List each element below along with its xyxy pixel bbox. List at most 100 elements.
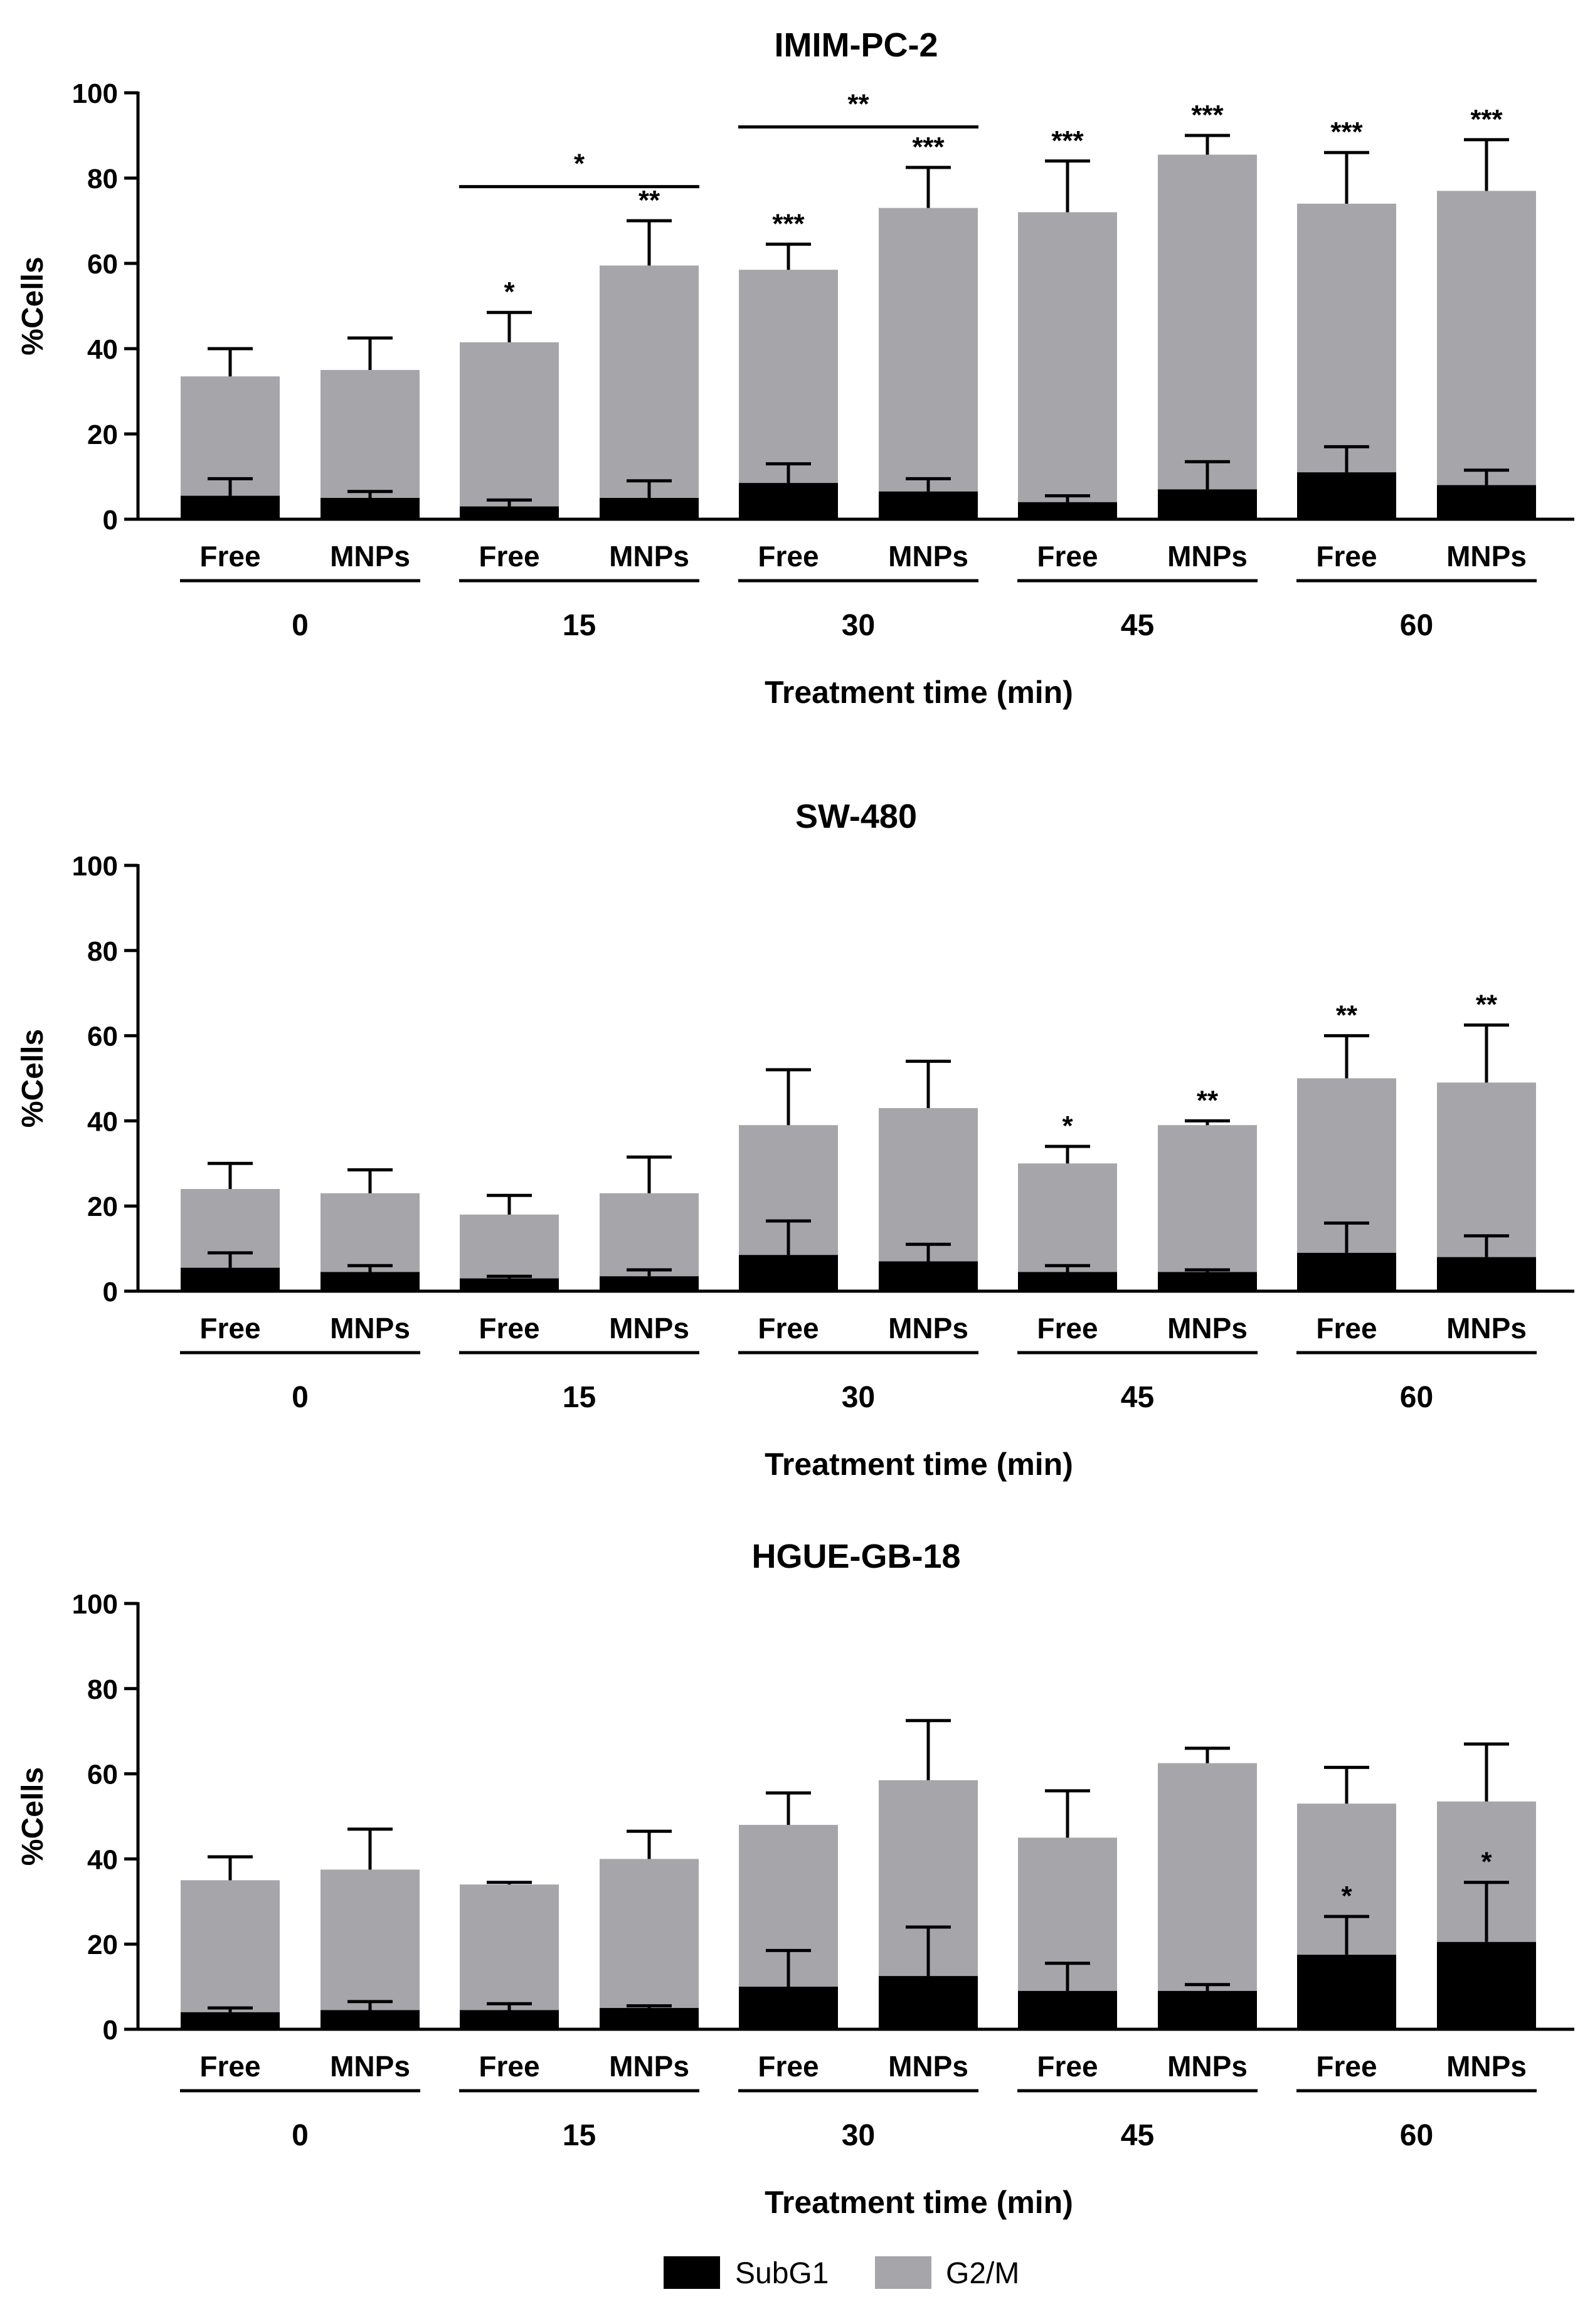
bar-subg1 [1437, 1941, 1536, 2029]
x-category-label: Free [479, 1312, 539, 1344]
bar-subg1 [460, 506, 559, 519]
x-category-label: MNPs [330, 1312, 410, 1344]
bar-subg1 [1437, 485, 1536, 519]
bar-subg1 [739, 1987, 838, 2029]
chart-panel: HGUE-GB-18 %Cells 0 20 40 60 80 100 Free MNPs Free… [16, 1538, 1574, 2220]
time-group-label: 60 [1400, 1381, 1433, 1414]
x-category-label: MNPs [888, 540, 968, 573]
bracket-significance: * [574, 149, 585, 179]
y-tick-label: 80 [87, 936, 118, 967]
bar-subg1 [1437, 1257, 1536, 1291]
x-category-label: MNPs [1167, 540, 1248, 573]
bar-g2m [1018, 212, 1117, 519]
bar-g2m [1158, 1125, 1257, 1291]
time-group-label: 0 [292, 1381, 309, 1414]
x-category-label: Free [479, 2050, 539, 2083]
chart-title: IMIM-PC-2 [775, 26, 938, 64]
significance-marker: *** [772, 208, 805, 239]
bar-subg1 [1158, 1272, 1257, 1291]
significance-marker: ** [1336, 1000, 1358, 1031]
y-tick-label: 100 [72, 851, 118, 882]
bracket-significance: ** [847, 88, 869, 119]
chart-title: HGUE-GB-18 [751, 1538, 960, 1575]
x-category-label: Free [1316, 1312, 1377, 1344]
legend-label-subg1: SubG1 [735, 2257, 829, 2290]
significance-marker: *** [1330, 117, 1363, 147]
time-group-label: 45 [1121, 1381, 1154, 1414]
significance-marker: * [504, 277, 515, 307]
x-category-label: Free [479, 540, 539, 573]
time-group-label: 0 [292, 609, 309, 642]
x-category-label: Free [199, 2050, 260, 2083]
time-group-label: 45 [1121, 2119, 1154, 2152]
time-group-label: 45 [1121, 609, 1154, 642]
x-category-label: Free [758, 2050, 819, 2083]
bar-subg1 [181, 1267, 280, 1291]
significance-marker: *** [1191, 100, 1224, 130]
bar-subg1 [1297, 1955, 1396, 2029]
significance-marker: *** [1470, 104, 1503, 135]
chart-title: SW-480 [795, 798, 917, 835]
y-axis-label: %Cells [16, 256, 50, 355]
significance-marker: * [1481, 1847, 1492, 1878]
significance-marker: *** [1051, 125, 1084, 156]
x-axis-label: Treatment time (min) [765, 1447, 1073, 1482]
significance-marker: * [1341, 1881, 1352, 1911]
y-tick-label: 60 [87, 1760, 118, 1790]
bar-subg1 [879, 1976, 978, 2029]
bar-g2m [460, 342, 559, 519]
significance-marker: ** [639, 185, 660, 216]
time-group-label: 30 [842, 2119, 875, 2152]
x-category-label: Free [1037, 540, 1098, 573]
x-category-label: MNPs [1446, 1312, 1527, 1344]
bar-subg1 [879, 491, 978, 519]
x-category-label: Free [1037, 1312, 1098, 1344]
y-tick-label: 60 [87, 1022, 118, 1052]
bar-g2m [1158, 154, 1257, 520]
bar-subg1 [600, 2008, 699, 2029]
y-tick-label: 100 [72, 78, 118, 109]
time-group-label: 30 [842, 609, 875, 642]
bar-subg1 [1018, 1272, 1117, 1291]
bar-subg1 [321, 498, 420, 519]
time-group-label: 60 [1400, 609, 1433, 642]
y-tick-label: 80 [87, 164, 118, 194]
time-group-label: 30 [842, 1381, 875, 1414]
x-category-label: MNPs [609, 540, 689, 573]
y-tick-label: 0 [103, 1277, 118, 1307]
bar-subg1 [1018, 1990, 1117, 2029]
x-axis-label: Treatment time (min) [765, 675, 1073, 710]
bar-g2m [600, 1859, 699, 2029]
y-tick-label: 60 [87, 249, 118, 280]
bar-subg1 [739, 1255, 838, 1291]
y-tick-label: 40 [87, 1844, 118, 1875]
legend-swatch-subg1 [664, 2256, 720, 2289]
legend-swatch-g2m [875, 2256, 931, 2289]
bar-subg1 [879, 1261, 978, 1291]
bar-subg1 [600, 1276, 699, 1291]
x-category-label: MNPs [330, 2050, 410, 2083]
significance-marker: ** [1476, 990, 1498, 1020]
time-group-label: 15 [563, 609, 596, 642]
bar-subg1 [1158, 489, 1257, 519]
bar-subg1 [181, 495, 280, 519]
chart-panel: SW-480 %Cells 0 20 40 60 80 100 Free MNPs Free MNPs… [16, 798, 1574, 1482]
time-group-label: 15 [563, 1381, 596, 1414]
x-category-label: Free [1316, 2050, 1377, 2083]
significance-marker: *** [912, 132, 945, 162]
legend: SubG1 G2/M [664, 2256, 1019, 2290]
x-category-label: Free [199, 540, 260, 573]
x-category-label: MNPs [609, 2050, 689, 2083]
bar-subg1 [460, 2010, 559, 2029]
time-group-label: 15 [563, 2119, 596, 2152]
x-category-label: Free [199, 1312, 260, 1344]
significance-marker: ** [1197, 1085, 1219, 1116]
y-tick-label: 0 [103, 505, 118, 536]
y-tick-label: 40 [87, 334, 118, 365]
y-tick-label: 20 [87, 1930, 118, 1960]
x-category-label: Free [1037, 2050, 1098, 2083]
x-category-label: Free [1316, 540, 1377, 573]
bar-subg1 [1158, 1990, 1257, 2029]
x-category-label: MNPs [1446, 2050, 1527, 2083]
bar-subg1 [181, 2012, 280, 2029]
